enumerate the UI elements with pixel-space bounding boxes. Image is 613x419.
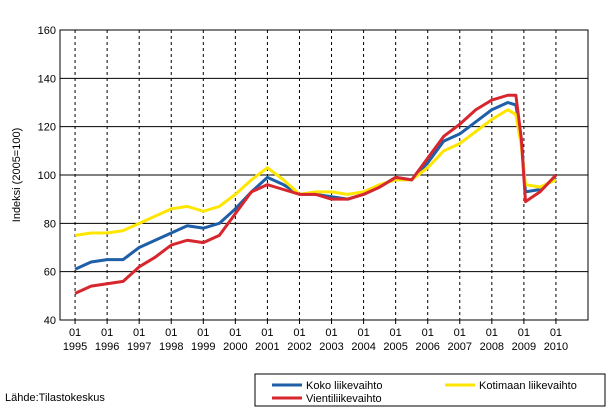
x-tick-label: 01 2009 — [512, 327, 536, 353]
x-tick-label: 01 2001 — [255, 327, 279, 353]
x-tick-label: 01 1995 — [63, 327, 87, 353]
x-tick-label: 01 2003 — [319, 327, 343, 353]
x-tick-label: 01 1997 — [127, 327, 151, 353]
x-tick-label: 01 1998 — [159, 327, 183, 353]
legend-label: Koko liikevaihto — [306, 380, 382, 392]
y-tick-label: 40 — [44, 315, 56, 327]
legend-label: Vientiliikevaihto — [306, 393, 382, 405]
x-tick-label: 01 2002 — [287, 327, 311, 353]
series-line — [74, 108, 557, 237]
x-tick-label: 01 1996 — [95, 327, 119, 353]
series-line — [74, 93, 558, 295]
x-tick-label: 01 2005 — [383, 327, 407, 353]
x-tick-label: 01 2004 — [351, 327, 375, 353]
legend-box — [254, 373, 606, 407]
plot-frame — [59, 29, 589, 321]
y-tick-label: 140 — [38, 73, 56, 85]
x-tick-label: 01 2007 — [448, 327, 472, 353]
y-tick-label: 120 — [38, 122, 56, 134]
series-line — [74, 101, 557, 271]
source: Lähde:Tilastokeskus — [5, 392, 105, 404]
x-tick-label: 01 2000 — [223, 327, 247, 353]
x-tick-label: 01 2006 — [415, 327, 439, 353]
y-tick-label: 160 — [38, 25, 56, 37]
y-tick-label: 60 — [44, 267, 56, 279]
x-tick-label: 01 2010 — [544, 327, 568, 353]
x-tick-label: 01 2008 — [480, 327, 504, 353]
legend-label: Kotimaan liikevaihto — [479, 380, 577, 392]
y-tick-label: 100 — [38, 170, 56, 182]
x-tick-label: 01 1999 — [191, 327, 215, 353]
y-axis-label: Indeksi (2005=100) — [11, 128, 23, 222]
y-tick-label: 80 — [44, 218, 56, 230]
